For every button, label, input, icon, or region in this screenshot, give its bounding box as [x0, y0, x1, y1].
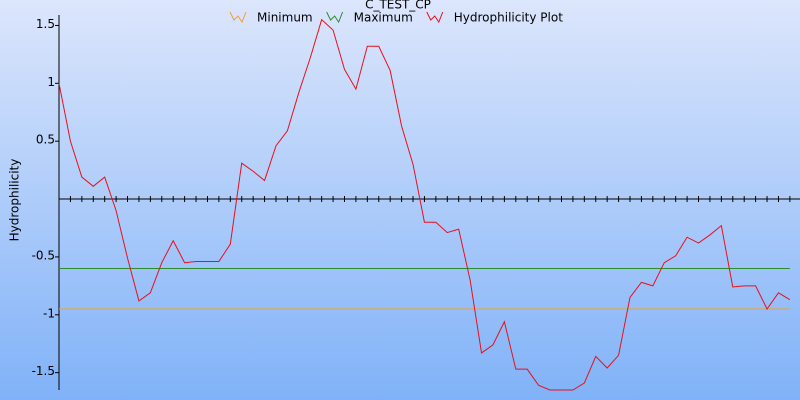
y-tick-label: -1.5 — [32, 364, 55, 378]
chart-title: C_TEST_CP — [365, 0, 431, 12]
y-axis-label: Hydrophilicity — [8, 159, 22, 242]
series-line — [58, 18, 791, 391]
y-tick-label: 0.5 — [36, 133, 55, 147]
legend-swatch — [426, 11, 444, 24]
legend-swatch — [229, 11, 247, 24]
legend-label: Minimum — [257, 11, 313, 25]
legend-label: Hydrophilicity Plot — [454, 11, 563, 25]
legend-label: Maximum — [354, 11, 413, 25]
y-tick-label: -0.5 — [32, 248, 55, 262]
y-tick-label: -1 — [43, 306, 55, 320]
legend-swatch — [326, 11, 344, 24]
y-tick-label: 1.5 — [36, 17, 55, 31]
y-tick-label: 1 — [47, 75, 55, 89]
